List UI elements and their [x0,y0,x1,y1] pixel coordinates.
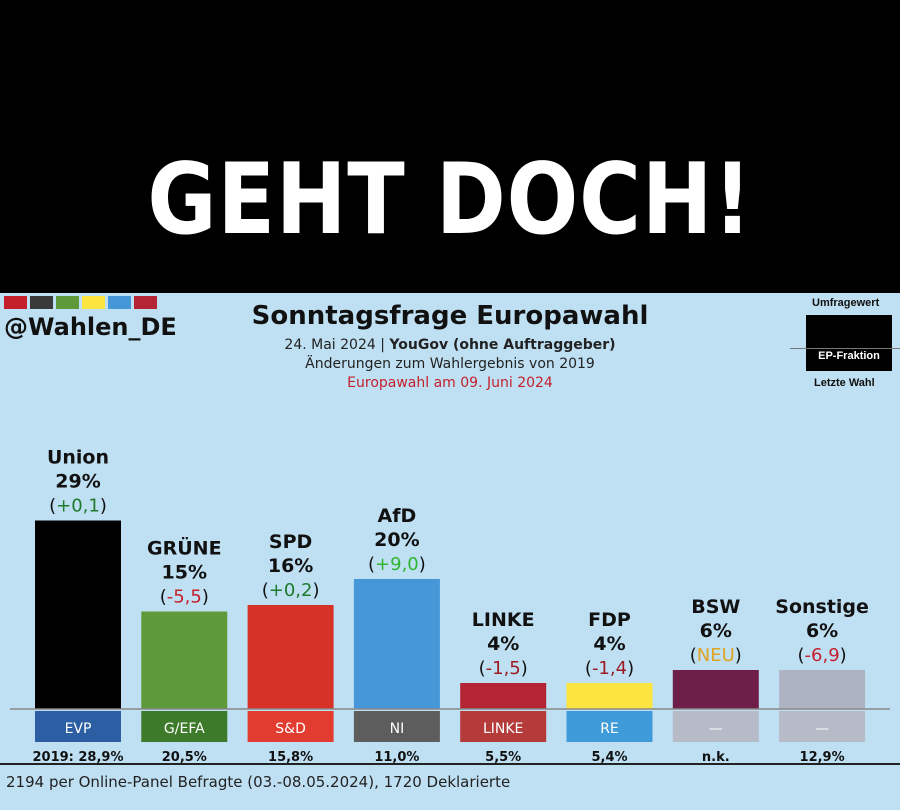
chart-subtitle: Änderungen zum Wahlergebnis von 2019 [305,356,595,372]
bar-fdp [566,683,653,709]
value-label: 29% [55,471,100,493]
poll-date: 24. Mai 2024 [284,337,376,353]
election-date-note: Europawahl am 09. Juni 2024 [347,375,553,391]
value-label: 4% [487,633,519,655]
legend-ep-fraction: EP-Fraktion [818,350,880,362]
bar-linke [460,683,547,709]
poll-source: YouGov (ohne Auftraggeber) [389,337,616,353]
bar-spd [247,605,334,709]
previous-result: 20,5% [162,750,207,763]
fraction-label: — [709,721,723,737]
fraction-label: S&D [275,721,306,737]
change-label: (+9,0) [368,554,426,575]
fraction-box [779,711,866,742]
change-label: (NEU) [690,645,742,666]
chart-title: Sonntagsfrage Europawahl [251,301,649,331]
change-label: (-1,4) [585,658,634,679]
legend-box [806,315,892,371]
fraction-box [566,711,653,742]
party-name: SPD [269,531,312,553]
bar-union [35,520,121,709]
party-name: Union [47,447,109,469]
value-label: 20% [374,529,419,551]
fraction-box [141,711,228,742]
bar-grüne [141,611,228,709]
color-swatch [134,296,157,309]
footer: 2194 per Online-Panel Befragte (03.-08.0… [0,763,900,810]
previous-result: 5,4% [591,750,627,763]
bar-afd [353,579,440,709]
color-swatch [30,296,53,309]
poll-chart-panel: @Wahlen_DE Sonntagsfrage Europawahl 24. … [0,293,900,810]
color-swatch [108,296,131,309]
fraction-box [35,711,121,742]
party-name: BSW [691,596,740,618]
color-swatch [56,296,79,309]
legend-poll-value: Umfragewert [812,297,880,309]
fraction-box [460,711,547,742]
fraction-label: RE [600,721,619,737]
previous-result: 12,9% [800,750,845,763]
fraction-label: — [815,721,829,737]
fraction-box [247,711,334,742]
color-swatch [82,296,105,309]
party-name: AfD [378,505,417,527]
change-label: (+0,1) [49,496,107,517]
poll-date-source: 24. Mai 2024 | YouGov (ohne Auftraggeber… [284,337,616,353]
previous-result: n.k. [702,750,730,763]
change-label: (+0,2) [262,580,320,601]
party-name: FDP [588,609,631,631]
legend-baseline [790,348,900,349]
fraction-box [353,711,440,742]
party-name: GRÜNE [147,536,222,560]
previous-result: 5,5% [485,750,521,763]
bar-sonstige [779,670,866,709]
value-label: 6% [806,620,838,642]
previous-result: 15,8% [268,750,313,763]
change-label: (-6,9) [798,645,847,666]
fraction-label: LINKE [483,721,523,737]
value-label: 4% [593,633,625,655]
fraction-label: NI [390,721,405,737]
footnote: 2194 per Online-Panel Befragte (03.-08.0… [6,773,511,791]
previous-result: 11,0% [374,750,419,763]
bar-bsw [672,670,759,709]
headline-banner: GEHT DOCH! [0,0,900,293]
fraction-box [672,711,759,742]
value-label: 16% [268,555,313,577]
headline: GEHT DOCH! [147,143,753,257]
account-handle: @Wahlen_DE [4,313,177,341]
fraction-label: G/EFA [164,721,205,737]
party-name: LINKE [472,609,535,631]
color-swatch [4,296,27,309]
previous-result: 2019: 28,9% [32,750,123,763]
value-label: 15% [162,562,207,584]
change-label: (-1,5) [479,658,528,679]
value-label: 6% [700,620,732,642]
legend-last-election: Letzte Wahl [814,377,875,389]
change-label: (-5,5) [160,587,209,608]
fraction-label: EVP [65,721,92,737]
party-name: Sonstige [775,596,869,618]
